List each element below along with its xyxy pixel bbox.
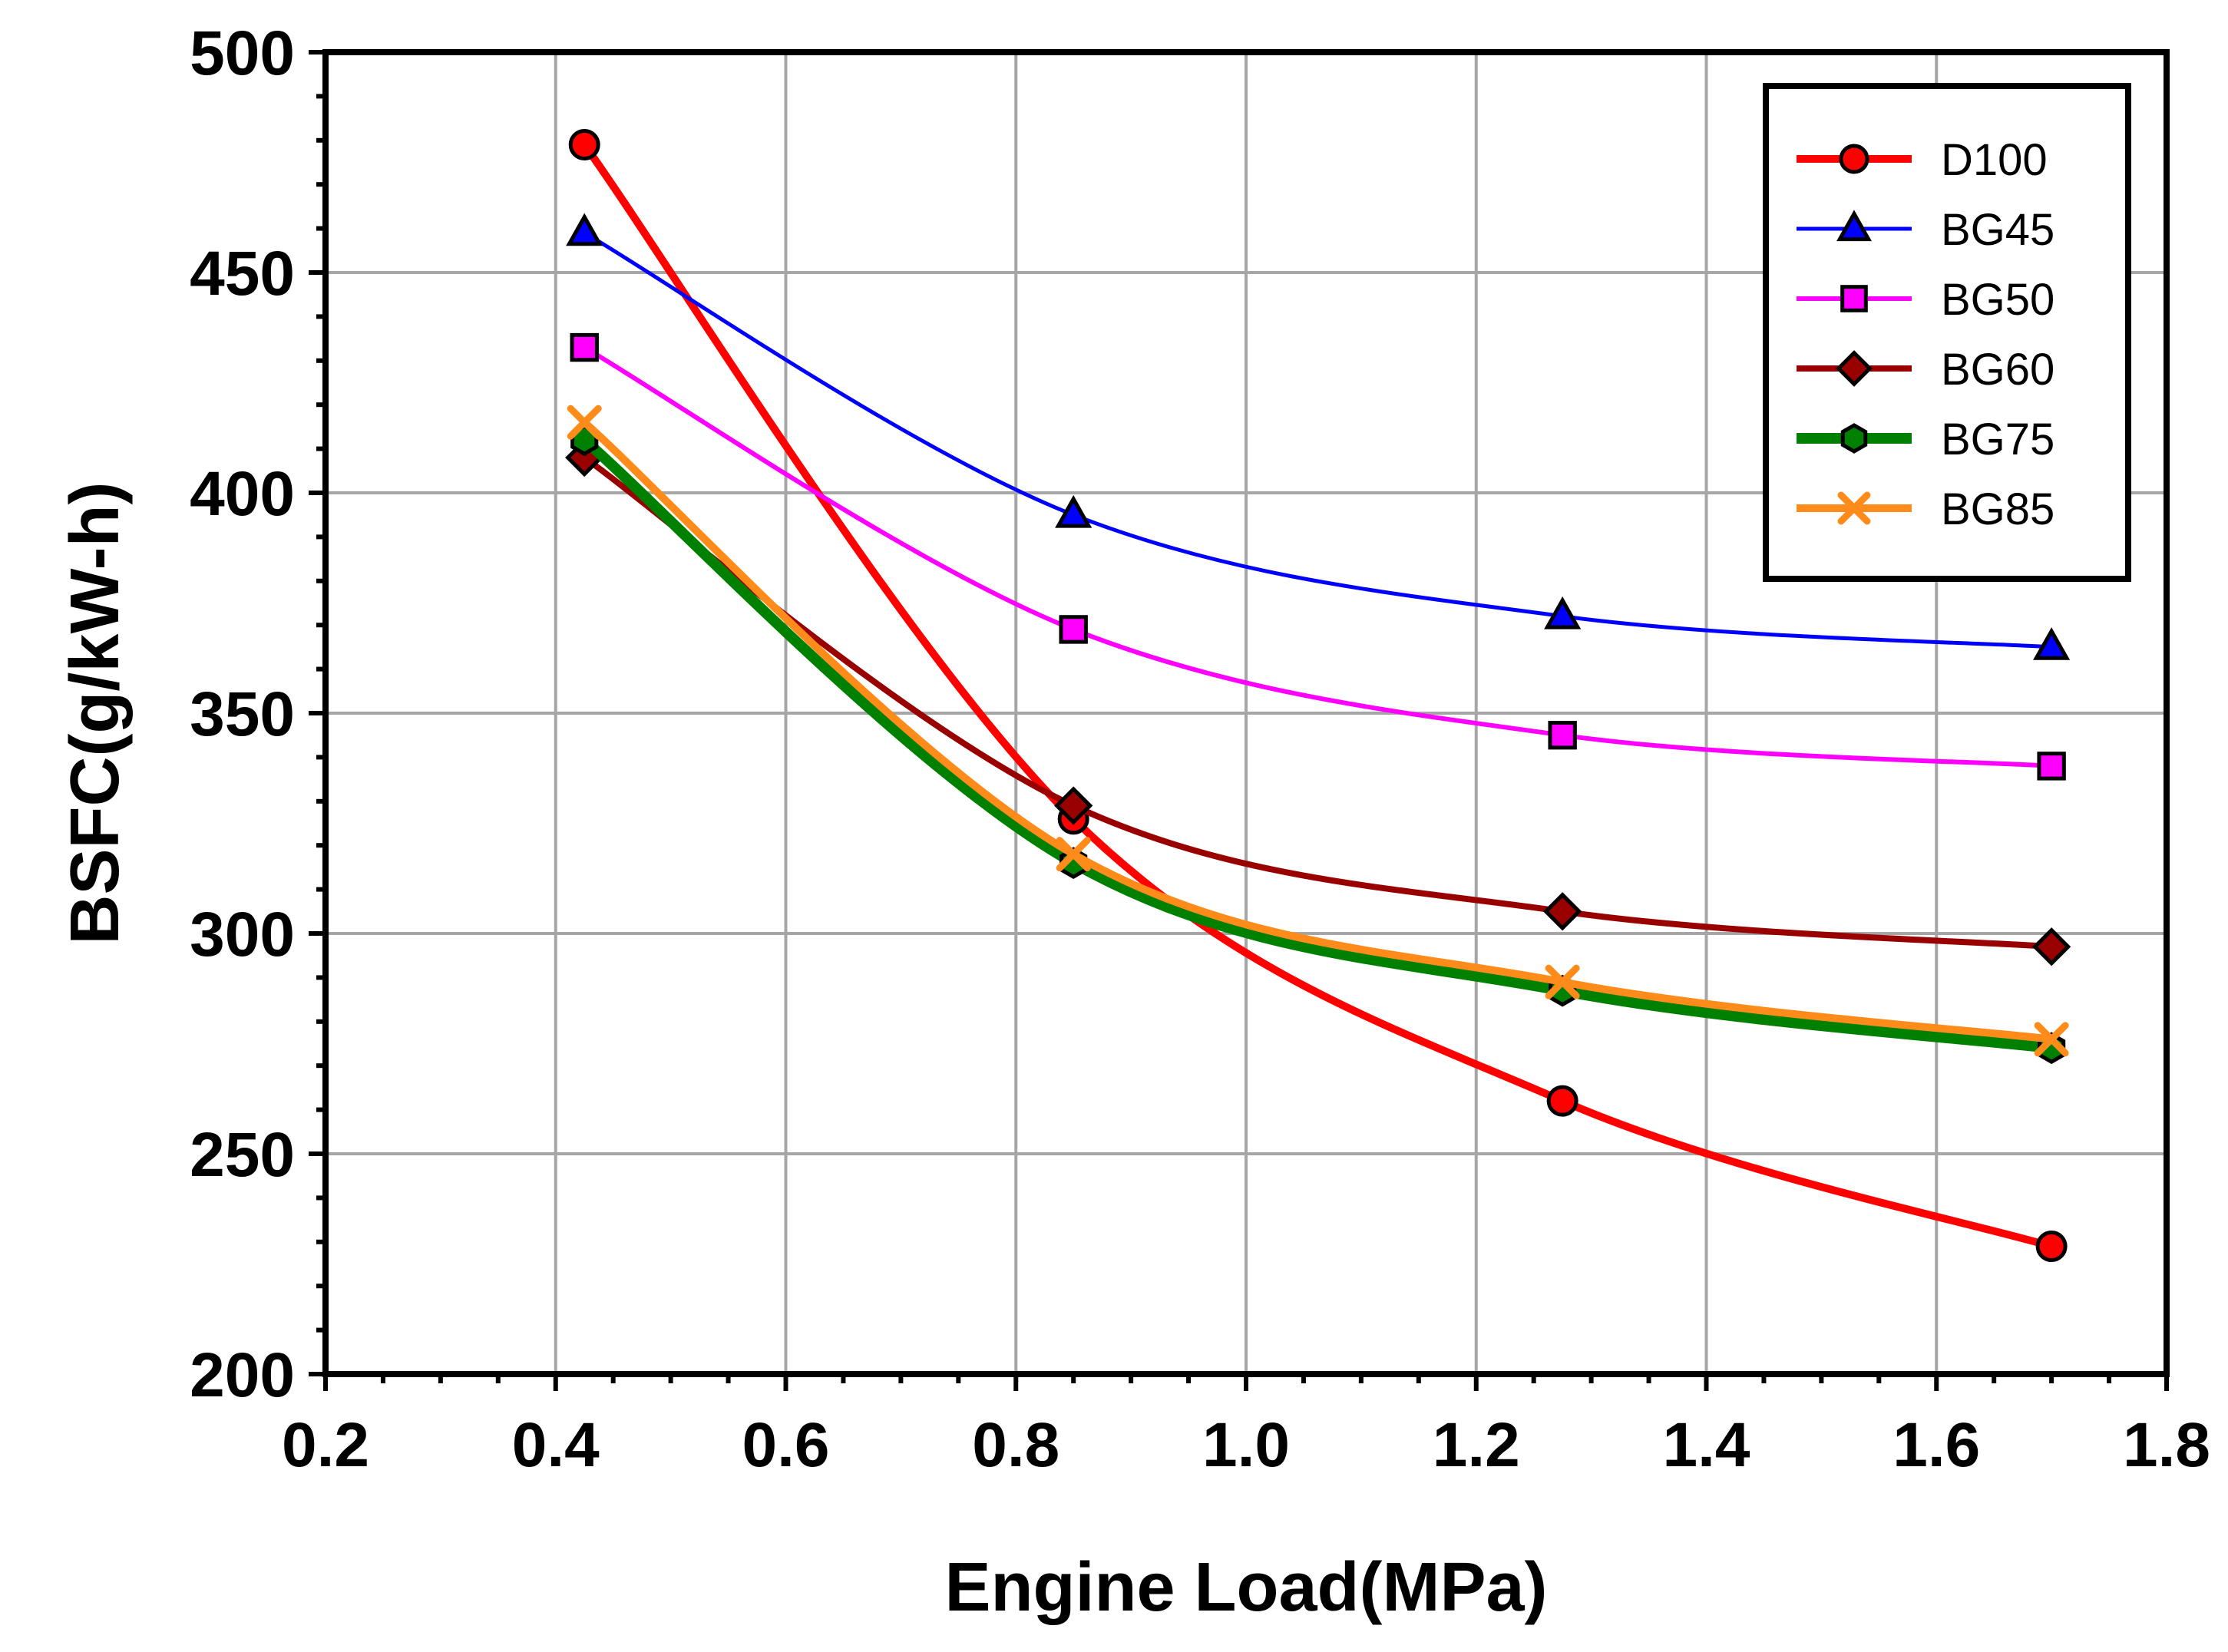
x-tick-label: 1.6 <box>1892 1410 1980 1480</box>
legend: D100 BG45 BG50 BG60 BG75 BG85 <box>1763 83 2131 582</box>
legend-item-bg45: BG45 <box>1797 205 2054 255</box>
data-point-bg85 <box>1056 837 1091 872</box>
x-tick-label: 1.4 <box>1663 1410 1750 1480</box>
y-tick-label: 350 <box>190 679 295 749</box>
data-point-d100 <box>1546 1085 1578 1117</box>
series-line-bg75 <box>580 435 2052 1054</box>
axis-ticks <box>309 50 2169 1391</box>
y-tick-label: 500 <box>190 18 295 88</box>
legend-marker-bg60 <box>1836 350 1873 387</box>
x-tick-label: 1.8 <box>2123 1410 2210 1480</box>
x-tick-label: 0.4 <box>512 1410 600 1480</box>
data-point-bg85 <box>2034 1022 2069 1057</box>
data-point-bg60 <box>1543 892 1582 931</box>
legend-label-bg85: BG85 <box>1941 484 2054 534</box>
data-point-bg50 <box>1059 615 1088 644</box>
y-tick-label: 400 <box>190 459 295 529</box>
legend-item-bg85: BG85 <box>1797 484 2054 534</box>
series-bg45 <box>566 213 2071 660</box>
x-tick-label: 0.8 <box>972 1410 1059 1480</box>
series-layer <box>565 129 2071 1263</box>
legend-marker-bg85 <box>1837 491 1871 525</box>
y-tick-labels: 200 250 300 350 400 450 500 <box>190 18 295 1410</box>
data-point-bg50 <box>2037 752 2066 781</box>
data-point-bg45 <box>2033 627 2071 660</box>
y-tick-label: 450 <box>190 239 295 309</box>
y-tick-label: 250 <box>190 1120 295 1190</box>
legend-label-bg45: BG45 <box>1941 205 2054 255</box>
x-tick-label: 0.2 <box>282 1410 369 1480</box>
data-point-bg50 <box>570 332 599 362</box>
legend-marker-bg50 <box>1840 285 1868 312</box>
legend-item-bg60: BG60 <box>1797 345 2054 395</box>
legend-marker-d100 <box>1839 144 1869 174</box>
legend-box <box>1763 83 2131 582</box>
x-tick-label: 0.6 <box>742 1410 830 1480</box>
data-point-bg85 <box>567 405 602 440</box>
x-tick-label: 1.0 <box>1202 1410 1290 1480</box>
legend-marker-bg75 <box>1840 423 1868 454</box>
series-line-bg50 <box>583 345 2052 768</box>
y-tick-label: 200 <box>190 1340 295 1410</box>
legend-marker-bg45 <box>1836 210 1872 242</box>
data-point-bg50 <box>1548 721 1577 750</box>
legend-label-d100: D100 <box>1941 135 2048 185</box>
data-point-bg60 <box>1054 786 1093 825</box>
x-tick-labels: 0.2 0.4 0.6 0.8 1.0 1.2 1.4 1.6 1.8 <box>282 1410 2210 1480</box>
legend-label-bg60: BG60 <box>1941 345 2054 395</box>
x-tick-label: 1.2 <box>1433 1410 1520 1480</box>
data-point-bg60 <box>2031 927 2071 966</box>
series-line-bg85 <box>581 419 2052 1043</box>
series-bg85 <box>567 405 2069 1057</box>
legend-item-bg50: BG50 <box>1797 275 2054 325</box>
data-point-bg45 <box>566 213 603 246</box>
series-d100 <box>568 129 2068 1263</box>
legend-label-bg50: BG50 <box>1941 275 2054 325</box>
legend-label-bg75: BG75 <box>1941 415 2054 464</box>
data-point-bg85 <box>1545 964 1580 999</box>
x-axis-title: Engine Load(MPa) <box>945 1549 1548 1626</box>
data-point-d100 <box>568 129 600 161</box>
series-line-d100 <box>581 142 2053 1251</box>
series-line-bg45 <box>583 231 2052 649</box>
series-bg50 <box>570 332 2066 781</box>
data-point-d100 <box>2035 1231 2068 1263</box>
data-point-bg45 <box>1055 494 1093 528</box>
legend-item-bg75: BG75 <box>1797 415 2054 464</box>
legend-item-d100: D100 <box>1797 135 2048 185</box>
y-axis-title: BSFC(g/kW-h) <box>57 481 134 944</box>
data-point-bg45 <box>1544 596 1582 629</box>
y-tick-label: 300 <box>190 900 295 970</box>
